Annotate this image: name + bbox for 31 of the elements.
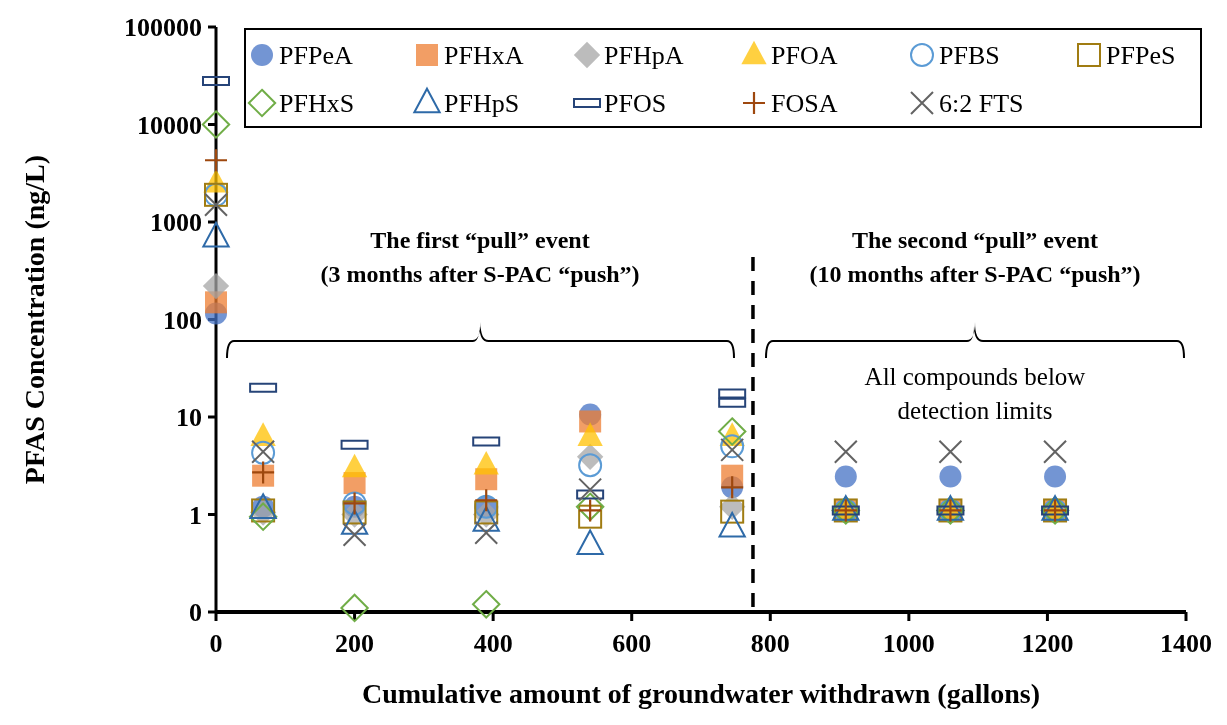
- y-tick-label: 10000: [137, 110, 202, 140]
- x-tick-label: 600: [612, 629, 652, 658]
- legend-label: PFOA: [771, 41, 838, 71]
- y-axis-title: PFAS Concentration (ng/L): [19, 154, 50, 485]
- annotation: The second “pull” event (10 months after S-PAC “push”): [809, 227, 1141, 287]
- legend-label: FOSA: [771, 89, 838, 119]
- x-tick-label: 1000: [882, 629, 935, 658]
- x-tick-label: 0: [209, 629, 223, 658]
- x-tick-label: 1400: [1160, 629, 1212, 658]
- legend-label: 6:2 FTS: [939, 89, 1024, 119]
- x-tick-label: 400: [473, 629, 513, 658]
- x-axis-title: Cumulative amount of groundwater withdrawn (gallons): [361, 678, 1041, 709]
- annotation: The first “pull” event (3 months after S-PAC “push”): [320, 227, 640, 287]
- y-tick-label: 100000: [124, 13, 202, 43]
- legend-label: PFHpA: [604, 41, 684, 71]
- x-tick-label: 1200: [1021, 629, 1074, 658]
- y-tick-label: 100: [163, 305, 202, 335]
- legend-label: PFPeS: [1106, 41, 1176, 71]
- legend-label: PFOS: [604, 89, 667, 119]
- y-tick-label: 1: [189, 500, 202, 530]
- legend-label: PFPeA: [279, 41, 353, 71]
- x-tick-label: 200: [335, 629, 375, 658]
- y-tick-label: 0: [189, 598, 202, 628]
- annotation: All compounds below detection limits: [864, 363, 1086, 424]
- legend-label: PFHpS: [444, 89, 520, 119]
- x-tick-label: 800: [750, 629, 790, 658]
- y-tick-label: 1000: [150, 208, 202, 238]
- y-tick-label: 10: [176, 403, 202, 433]
- legend-label: PFHxS: [279, 89, 355, 119]
- legend-label: PFHxA: [444, 41, 524, 71]
- legend-label: PFBS: [939, 41, 1000, 71]
